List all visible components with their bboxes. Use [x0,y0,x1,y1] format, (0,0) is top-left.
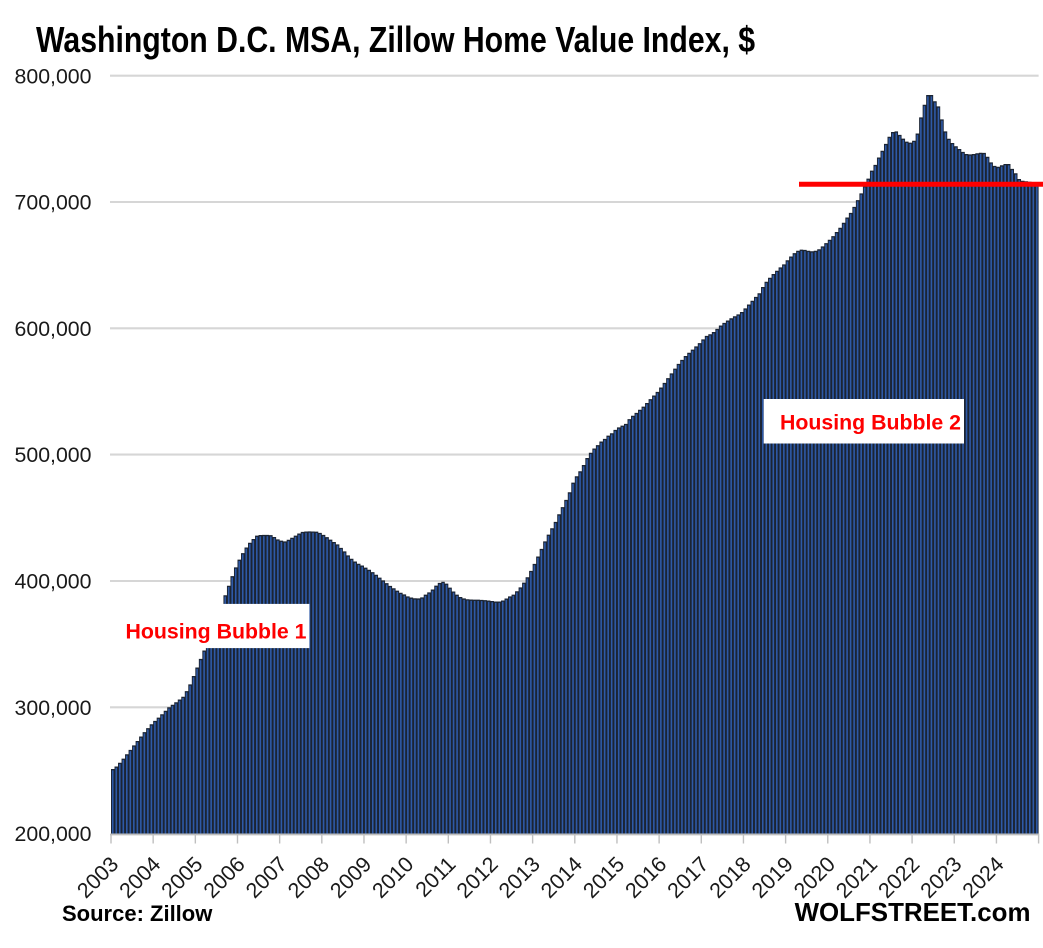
svg-text:400,000: 400,000 [15,570,92,594]
svg-text:500,000: 500,000 [15,443,92,467]
svg-text:700,000: 700,000 [15,191,92,215]
svg-text:Housing Bubble 1: Housing Bubble 1 [126,620,307,644]
svg-text:Source: Zillow: Source: Zillow [62,901,213,926]
svg-text:600,000: 600,000 [15,317,92,341]
svg-text:Housing Bubble 2: Housing Bubble 2 [780,411,961,435]
svg-text:Washington D.C. MSA, Zillow Ho: Washington D.C. MSA, Zillow Home Value I… [36,21,755,61]
svg-text:200,000: 200,000 [15,822,92,846]
svg-text:300,000: 300,000 [15,696,92,720]
svg-text:800,000: 800,000 [15,64,92,88]
svg-text:WOLFSTREET.com: WOLFSTREET.com [795,899,1031,927]
